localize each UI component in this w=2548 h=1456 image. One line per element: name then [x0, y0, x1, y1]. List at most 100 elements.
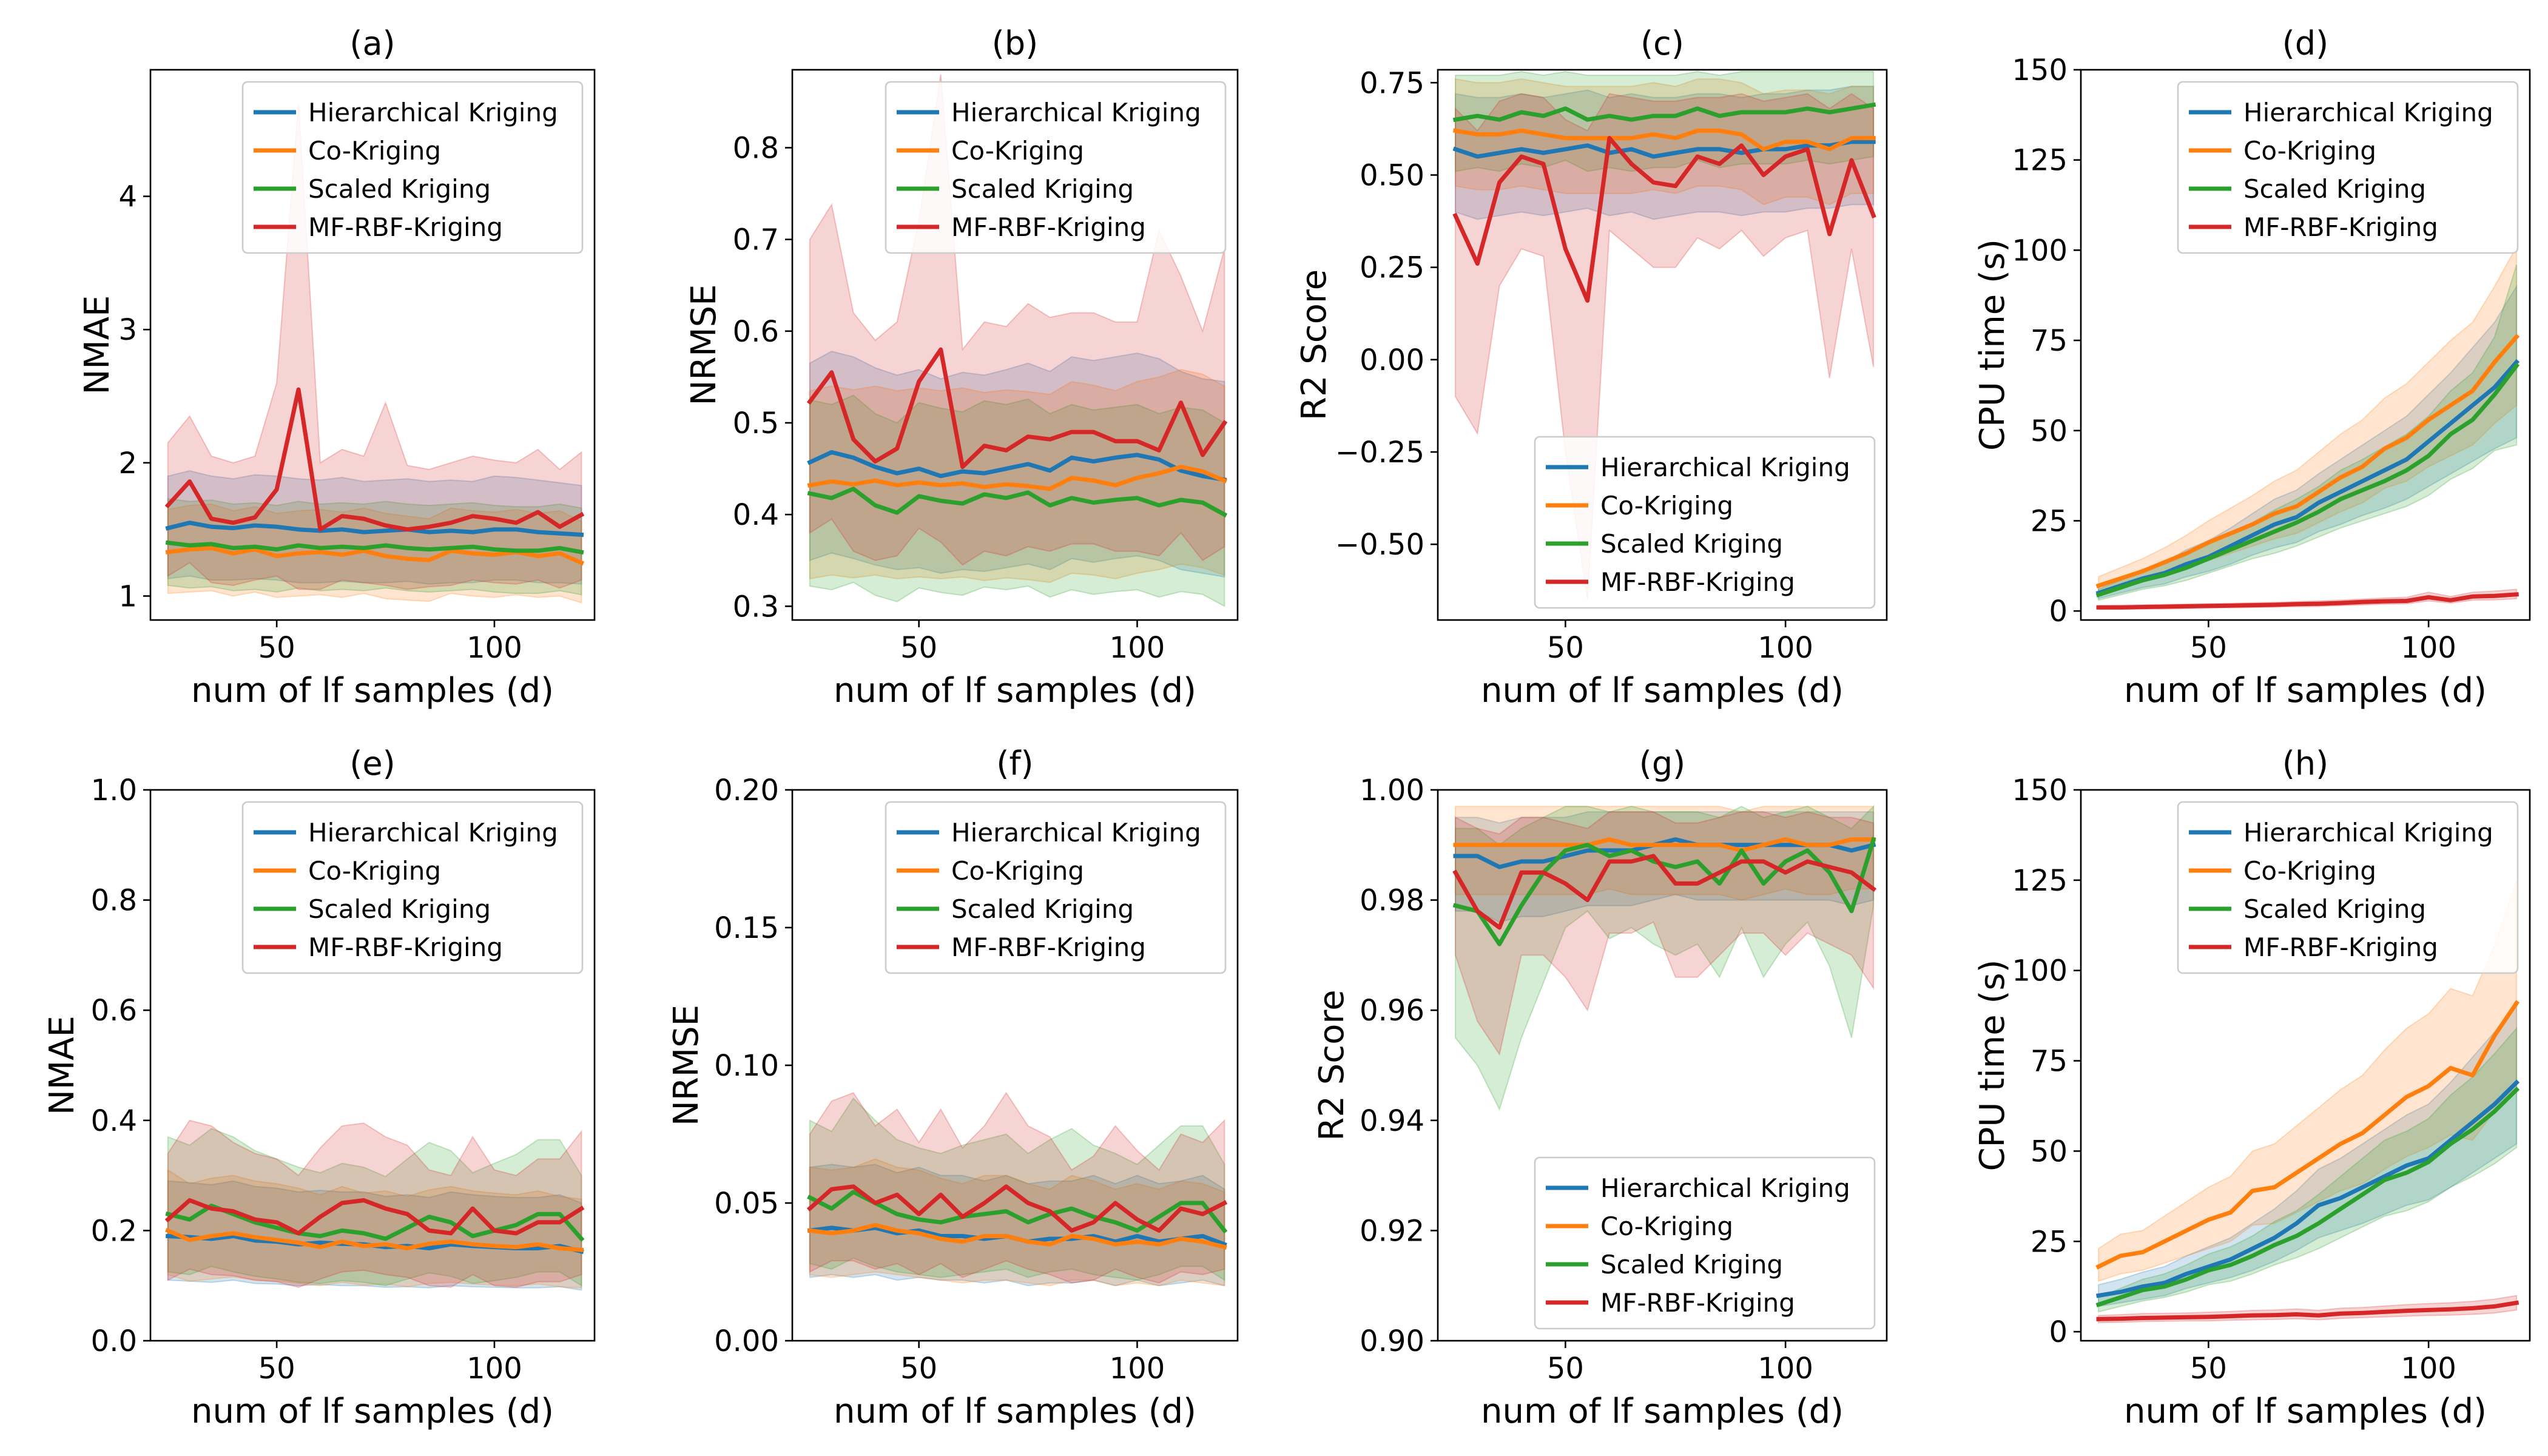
x-tick-label: 100: [1758, 1352, 1813, 1386]
y-tick-label: 0.8: [733, 131, 779, 165]
legend: Hierarchical Kriging Co-Kriging Scaled Kri…: [885, 81, 1227, 254]
x-tick-label: 50: [900, 631, 937, 665]
y-tick-label: 150: [2012, 774, 2068, 807]
line-scaled-kriging: [807, 487, 1228, 517]
plot-area: [2095, 246, 2520, 610]
legend-label: MF-RBF-Kriging: [2243, 212, 2438, 242]
axes-frame: [1437, 789, 1888, 1342]
plot-area: [1452, 70, 1876, 600]
x-tick-label: 50: [2190, 1352, 2227, 1386]
legend: Hierarchical Kriging Co-Kriging Scaled Kri…: [241, 81, 584, 254]
subplot-f: 50 100 0.00 0.05 0.10 0.15 0.20 (f) num of lf sa…: [667, 744, 1239, 1431]
axes-frame: [149, 69, 596, 621]
panel-title: (d): [2282, 24, 2328, 62]
legend-label: Co-Kriging: [1600, 491, 1733, 521]
y-tick-label: 2: [118, 447, 137, 480]
y-axis-label: NMAE: [42, 1016, 82, 1115]
x-tick-label: 50: [258, 631, 295, 665]
panel-title: (a): [349, 24, 395, 62]
legend-box: [1534, 1156, 1876, 1330]
band-mf-rbf-kriging: [1455, 811, 1875, 1056]
x-tick-label: 50: [900, 1352, 937, 1386]
y-tick-label: 0.10: [714, 1049, 779, 1083]
x-tick-label: 50: [1547, 1352, 1584, 1386]
band-co-kriging: [167, 1168, 582, 1289]
legend-label: Hierarchical Kriging: [951, 818, 1201, 848]
legend-label: MF-RBF-Kriging: [951, 212, 1146, 242]
y-tick-label: 0.4: [733, 498, 779, 532]
subplot-c: 50 100 −0.50 −0.25 0.00 0.25 0.50 0.75 (c) num of…: [1295, 24, 1888, 710]
plot-area: [164, 103, 585, 604]
legend-label: MF-RBF-Kriging: [1600, 1288, 1795, 1318]
legend-label: Hierarchical Kriging: [2243, 818, 2493, 848]
line-scaled-kriging: [165, 1204, 585, 1242]
y-tick-label: 0.0: [91, 1324, 137, 1358]
legend-label: Scaled Kriging: [951, 894, 1134, 924]
y-tick-label: 75: [2031, 1045, 2068, 1079]
legend-label: Scaled Kriging: [308, 894, 491, 924]
subplot-d: 50 100 0 25 50 75 100 125 150 (d) num of lf sample…: [1973, 24, 2531, 710]
legend: Hierarchical Kriging Co-Kriging Scaled Kri…: [1534, 1156, 1876, 1330]
x-tick-label: 100: [467, 1352, 522, 1386]
y-tick-label: −0.50: [1335, 528, 1424, 562]
legend-label: MF-RBF-Kriging: [308, 932, 503, 962]
x-tick-label: 100: [1758, 631, 1813, 665]
y-axis-label: CPU time (s): [1973, 960, 2012, 1171]
y-axis-label: NMAE: [78, 295, 117, 395]
band-hierarchical-kriging: [809, 351, 1225, 578]
y-tick-label: 0.96: [1360, 994, 1424, 1028]
legend-label: MF-RBF-Kriging: [308, 212, 503, 242]
plot-area: [164, 1119, 585, 1291]
line-mf-rbf-kriging: [1452, 136, 1876, 303]
y-tick-label: 0.4: [91, 1104, 137, 1138]
band-scaled-kriging: [2098, 1026, 2518, 1313]
line-scaled-kriging: [2095, 362, 2520, 598]
x-tick-label: 50: [2190, 631, 2227, 665]
plot-area: [806, 1091, 1228, 1287]
legend-label: Co-Kriging: [2243, 136, 2376, 166]
axes-frame: [2080, 789, 2531, 1342]
legend-label: Co-Kriging: [951, 856, 1084, 886]
legend-label: Scaled Kriging: [1600, 529, 1783, 559]
y-tick-label: 0.6: [733, 315, 779, 349]
line-co-kriging: [165, 1227, 584, 1252]
legend: Hierarchical Kriging Co-Kriging Scaled Kri…: [1534, 436, 1876, 609]
legend-box: [885, 81, 1227, 254]
legend-box: [1534, 436, 1876, 609]
y-tick-label: 0.3: [733, 590, 779, 624]
band-mf-rbf-kriging: [809, 1091, 1225, 1284]
y-tick-label: 0.6: [91, 994, 137, 1028]
band-co-kriging: [809, 1158, 1225, 1287]
line-co-kriging: [2095, 1000, 2520, 1270]
legend: Hierarchical Kriging Co-Kriging Scaled Kri…: [2177, 801, 2519, 974]
x-axis-label: num of lf samples (d): [2124, 1392, 2487, 1431]
legend-box: [241, 801, 584, 974]
legend-label: MF-RBF-Kriging: [2243, 932, 2438, 962]
legend-label: Hierarchical Kriging: [308, 818, 558, 848]
y-tick-label: 0.00: [1360, 343, 1424, 377]
legend-label: Hierarchical Kriging: [1600, 1173, 1850, 1203]
x-axis-label: num of lf samples (d): [191, 671, 554, 710]
legend-label: MF-RBF-Kriging: [951, 932, 1146, 962]
y-tick-label: 3: [118, 313, 137, 347]
plot-area: [1452, 804, 1877, 1111]
y-tick-label: 25: [2031, 504, 2068, 538]
band-mf-rbf-kriging: [167, 103, 582, 590]
y-tick-label: 0.8: [91, 884, 137, 918]
axes-frame: [149, 789, 596, 1342]
band-scaled-kriging: [809, 394, 1225, 607]
line-scaled-kriging: [807, 1190, 1228, 1234]
y-tick-label: 0.05: [714, 1187, 779, 1221]
y-tick-label: 50: [2031, 414, 2068, 448]
line-hierarchical-kriging: [165, 521, 584, 538]
line-co-kriging: [1452, 128, 1876, 152]
legend-box: [2177, 801, 2519, 974]
x-tick-label: 100: [2401, 631, 2456, 665]
subplot-e: 50 100 0.0 0.2 0.4 0.6 0.8 1.0 (e) num of lf samp…: [42, 744, 596, 1431]
legend-box: [885, 801, 1227, 974]
y-axis-label: R2 Score: [1312, 989, 1352, 1141]
y-tick-label: 125: [2012, 144, 2068, 178]
band-co-kriging: [809, 369, 1225, 584]
y-tick-label: 0: [2049, 595, 2068, 629]
y-tick-label: 0.15: [714, 911, 779, 945]
